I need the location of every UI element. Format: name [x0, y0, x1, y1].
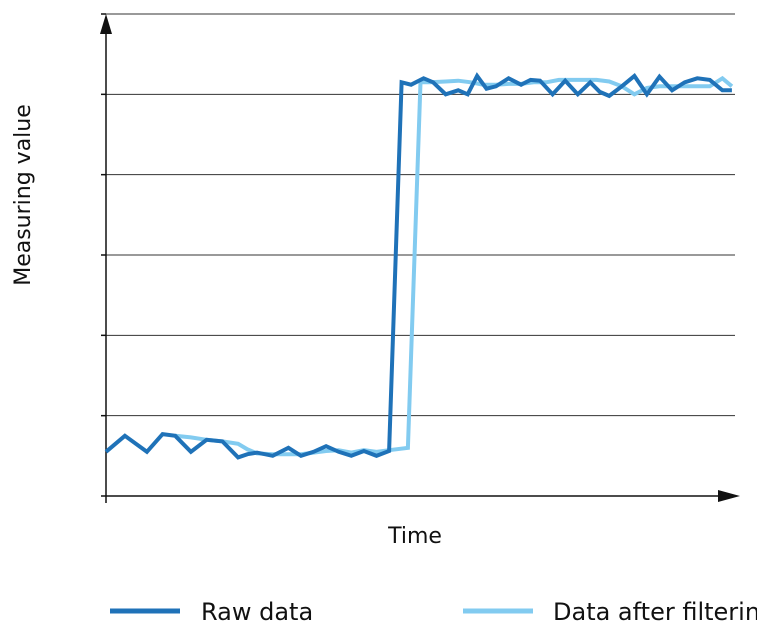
series-layer	[104, 72, 734, 460]
axis-ticks	[101, 13, 107, 503]
legend: Raw data Data after filtering	[110, 598, 757, 625]
x-axis-label: Time	[387, 524, 442, 549]
series-line-data-after-filtering	[174, 75, 734, 457]
y-axis-arrow	[100, 14, 112, 34]
legend-label-raw-data: Raw data	[201, 598, 313, 625]
axes	[100, 14, 740, 502]
horizontal-gridlines	[106, 13, 735, 417]
legend-label-data-after-filtering: Data after filtering	[553, 598, 757, 625]
y-axis-label: Measuring value	[11, 104, 36, 286]
x-axis-arrow	[718, 490, 740, 502]
series-line-raw-data	[104, 72, 732, 460]
